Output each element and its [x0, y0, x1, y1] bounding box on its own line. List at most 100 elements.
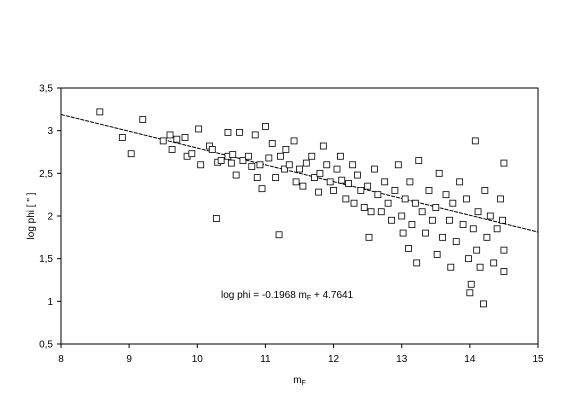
data-point [493, 225, 501, 233]
data-point [384, 199, 392, 207]
data-point [326, 178, 334, 186]
x-tick-label: 9 [126, 354, 132, 365]
data-point [275, 231, 283, 239]
data-point [456, 178, 464, 186]
data-point [139, 116, 147, 123]
data-point [292, 178, 300, 186]
data-point [381, 178, 389, 186]
data-point [236, 128, 243, 136]
data-point [212, 215, 220, 222]
data-point [188, 150, 196, 158]
data-point [357, 186, 365, 194]
data-point [394, 161, 402, 169]
data-point [415, 157, 423, 164]
data-point [469, 225, 477, 233]
x-tick-label: 12 [328, 354, 340, 365]
data-point [405, 245, 412, 252]
data-point [308, 152, 316, 160]
data-point [418, 208, 426, 216]
data-point [388, 216, 395, 224]
data-point [399, 229, 407, 237]
data-point [499, 216, 506, 224]
data-point [452, 238, 460, 246]
data-point [248, 163, 256, 170]
data-point [342, 195, 350, 203]
data-point [227, 159, 235, 167]
data-point [302, 159, 310, 167]
data-point [350, 199, 358, 207]
data-point [338, 176, 346, 184]
data-point [486, 212, 494, 220]
data-point [449, 199, 457, 207]
data-point [181, 134, 189, 141]
x-tick-label: 10 [192, 354, 204, 365]
data-point [315, 188, 322, 196]
data-point [500, 246, 508, 254]
x-tick-label: 13 [396, 354, 408, 365]
data-point [229, 151, 237, 158]
data-point [281, 165, 288, 173]
data-point [435, 169, 443, 177]
data-point [251, 131, 259, 139]
x-axis-ticks: 8 9 10 11 12 13 14 15 [58, 344, 544, 365]
data-point [262, 123, 269, 130]
data-point [296, 165, 303, 173]
plot-frame [60, 87, 539, 345]
data-point [217, 157, 225, 164]
data-point [406, 178, 414, 186]
data-point [96, 108, 104, 116]
data-point [467, 280, 475, 288]
data-point [268, 140, 276, 147]
regression-equation: log phi = -0.1968 mF + 4.7641 [221, 290, 354, 302]
y-tick-label: 3,5 [39, 84, 53, 95]
data-point [474, 208, 482, 216]
data-point [265, 154, 273, 162]
data-point [208, 146, 216, 153]
data-point [466, 289, 474, 297]
data-point [258, 185, 266, 193]
data-point [323, 161, 331, 169]
y-tick-label: 2 [47, 212, 53, 223]
data-point [463, 195, 470, 203]
data-point [377, 208, 385, 216]
data-point [367, 208, 375, 216]
data-point [336, 152, 344, 160]
data-point [118, 134, 126, 141]
data-point [459, 221, 467, 228]
data-point [483, 233, 491, 241]
data-point [290, 137, 298, 145]
data-point [422, 229, 429, 237]
y-axis-title: log phi [ " ] [26, 192, 37, 239]
data-point [465, 255, 472, 263]
data-point [168, 146, 176, 153]
data-point [173, 135, 181, 143]
data-point [277, 152, 284, 160]
data-point [446, 216, 453, 224]
data-point [374, 191, 382, 199]
data-point [345, 180, 352, 187]
data-point [365, 233, 373, 241]
y-axis-ticks: 0,5 1 1,5 2 2,5 3 3,5 [39, 84, 61, 351]
data-point [239, 157, 247, 164]
data-point [330, 186, 337, 194]
data-point [285, 161, 293, 169]
data-point [364, 182, 372, 190]
data-point [447, 263, 455, 271]
data-point [244, 152, 252, 160]
x-tick-label: 11 [260, 354, 271, 365]
data-point [316, 169, 324, 177]
data-point [272, 174, 280, 182]
data-point [425, 186, 433, 194]
y-tick-label: 2,5 [39, 169, 53, 180]
data-point [428, 216, 436, 224]
data-point [413, 259, 421, 267]
data-point [481, 186, 489, 194]
data-point [333, 165, 341, 173]
data-point [500, 268, 508, 275]
data-points [96, 108, 508, 308]
data-point [471, 137, 479, 145]
x-axis-title: mF [293, 375, 306, 387]
data-point [500, 159, 508, 167]
data-point [490, 259, 498, 267]
